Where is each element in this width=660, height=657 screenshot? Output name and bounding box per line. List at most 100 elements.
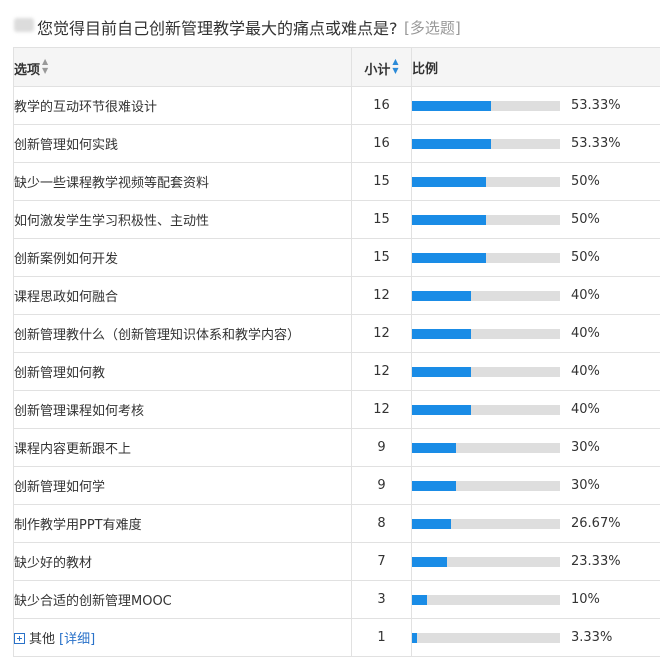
progress-bar-track: [412, 632, 560, 643]
question-type-label: [多选题]: [404, 19, 461, 37]
ratio-cell: 40%: [411, 390, 660, 429]
question-number-badge: [14, 18, 34, 32]
column-header-ratio: 比例: [411, 47, 660, 87]
percent-label: 40%: [571, 288, 600, 303]
sort-icon[interactable]: ▲ ▼: [42, 56, 49, 75]
percent-label: 30%: [571, 440, 600, 455]
ratio-cell: 40%: [411, 314, 660, 353]
option-cell: 课程思政如何融合: [13, 276, 352, 315]
progress-bar-fill: [412, 556, 447, 567]
table-row-other: 其他 [详细] 1 3.33%: [13, 618, 660, 657]
progress-bar-track: [412, 214, 560, 225]
ratio-cell: 50%: [411, 238, 660, 277]
plus-square-icon[interactable]: [14, 633, 25, 644]
count-cell: 9: [351, 428, 412, 467]
option-cell: 缺少合适的创新管理MOOC: [13, 580, 352, 619]
column-header-option[interactable]: 选项▲ ▼: [13, 47, 352, 87]
table-row: 缺少一些课程教学视频等配套资料 15 50%: [13, 162, 660, 201]
progress-bar-track: [412, 442, 560, 453]
ratio-cell: 40%: [411, 276, 660, 315]
progress-bar-track: [412, 252, 560, 263]
progress-bar-fill: [412, 594, 427, 605]
option-cell: 缺少一些课程教学视频等配套资料: [13, 162, 352, 201]
ratio-cell: 26.67%: [411, 504, 660, 543]
table-row: 教学的互动环节很难设计 16 53.33%: [13, 86, 660, 125]
count-cell: 8: [351, 504, 412, 543]
option-cell: 创新管理如何学: [13, 466, 352, 505]
table-row: 缺少好的教材 7 23.33%: [13, 542, 660, 581]
count-cell: 12: [351, 314, 412, 353]
detail-link[interactable]: [详细]: [59, 632, 96, 647]
option-cell: 创新管理教什么（创新管理知识体系和教学内容）: [13, 314, 352, 353]
progress-bar-track: [412, 480, 560, 491]
count-cell: 12: [351, 390, 412, 429]
progress-bar-track: [412, 404, 560, 415]
percent-label: 50%: [571, 174, 600, 189]
option-label: 其他: [29, 632, 56, 647]
option-cell: 课程内容更新跟不上: [13, 428, 352, 467]
ratio-cell: 30%: [411, 428, 660, 467]
table-row: 创新管理如何实践 16 53.33%: [13, 124, 660, 163]
percent-label: 23.33%: [571, 554, 621, 569]
progress-bar-track: [412, 366, 560, 377]
percent-label: 40%: [571, 402, 600, 417]
percent-label: 40%: [571, 364, 600, 379]
table-row: 创新管理课程如何考核 12 40%: [13, 390, 660, 429]
count-cell: 7: [351, 542, 412, 581]
count-cell: 15: [351, 200, 412, 239]
count-cell: 16: [351, 124, 412, 163]
option-cell: 其他 [详细]: [13, 618, 352, 657]
progress-bar-track: [412, 100, 560, 111]
progress-bar-fill: [412, 366, 472, 377]
ratio-cell: 50%: [411, 200, 660, 239]
table-row: 创新管理如何教 12 40%: [13, 352, 660, 391]
count-cell: 15: [351, 238, 412, 277]
option-cell: 如何激发学生学习积极性、主动性: [13, 200, 352, 239]
progress-bar-fill: [412, 632, 417, 643]
ratio-cell: 30%: [411, 466, 660, 505]
option-cell: 教学的互动环节很难设计: [13, 86, 352, 125]
ratio-cell: 3.33%: [411, 618, 660, 657]
ratio-cell: 50%: [411, 162, 660, 201]
progress-bar-fill: [412, 442, 457, 453]
count-cell: 1: [351, 618, 412, 657]
column-header-count[interactable]: 小计▲ ▼: [351, 47, 412, 87]
option-cell: 创新案例如何开发: [13, 238, 352, 277]
table-row: 如何激发学生学习积极性、主动性 15 50%: [13, 200, 660, 239]
sort-icon[interactable]: ▲ ▼: [392, 56, 399, 75]
question-header: 您觉得目前自己创新管理教学最大的痛点或难点是? [多选题]: [0, 0, 660, 46]
progress-bar-track: [412, 290, 560, 301]
percent-label: 40%: [571, 326, 600, 341]
progress-bar-fill: [412, 252, 486, 263]
question-title: 您觉得目前自己创新管理教学最大的痛点或难点是?: [37, 19, 398, 38]
percent-label: 53.33%: [571, 136, 621, 151]
progress-bar-fill: [412, 214, 486, 225]
option-cell: 创新管理如何实践: [13, 124, 352, 163]
table-row: 课程思政如何融合 12 40%: [13, 276, 660, 315]
progress-bar-track: [412, 556, 560, 567]
ratio-cell: 10%: [411, 580, 660, 619]
progress-bar-track: [412, 176, 560, 187]
table-row: 课程内容更新跟不上 9 30%: [13, 428, 660, 467]
ratio-cell: 40%: [411, 352, 660, 391]
option-cell: 制作教学用PPT有难度: [13, 504, 352, 543]
table-header-row: 选项▲ ▼ 小计▲ ▼ 比例: [13, 47, 660, 87]
ratio-cell: 53.33%: [411, 124, 660, 163]
table-row: 创新案例如何开发 15 50%: [13, 238, 660, 277]
count-cell: 12: [351, 276, 412, 315]
progress-bar-track: [412, 138, 560, 149]
table-row: 创新管理教什么（创新管理知识体系和教学内容） 12 40%: [13, 314, 660, 353]
results-table: 选项▲ ▼ 小计▲ ▼ 比例 教学的互动环节很难设计 16 53.33% 创新管理如何实践…: [13, 47, 660, 657]
table-row: 缺少合适的创新管理MOOC 3 10%: [13, 580, 660, 619]
progress-bar-fill: [412, 518, 452, 529]
percent-label: 53.33%: [571, 98, 621, 113]
table-row: 制作教学用PPT有难度 8 26.67%: [13, 504, 660, 543]
percent-label: 26.67%: [571, 516, 621, 531]
option-cell: 创新管理如何教: [13, 352, 352, 391]
count-cell: 15: [351, 162, 412, 201]
percent-label: 10%: [571, 592, 600, 607]
column-header-count-label: 小计: [364, 62, 391, 78]
progress-bar-fill: [412, 290, 472, 301]
progress-bar-track: [412, 594, 560, 605]
progress-bar-fill: [412, 328, 472, 339]
